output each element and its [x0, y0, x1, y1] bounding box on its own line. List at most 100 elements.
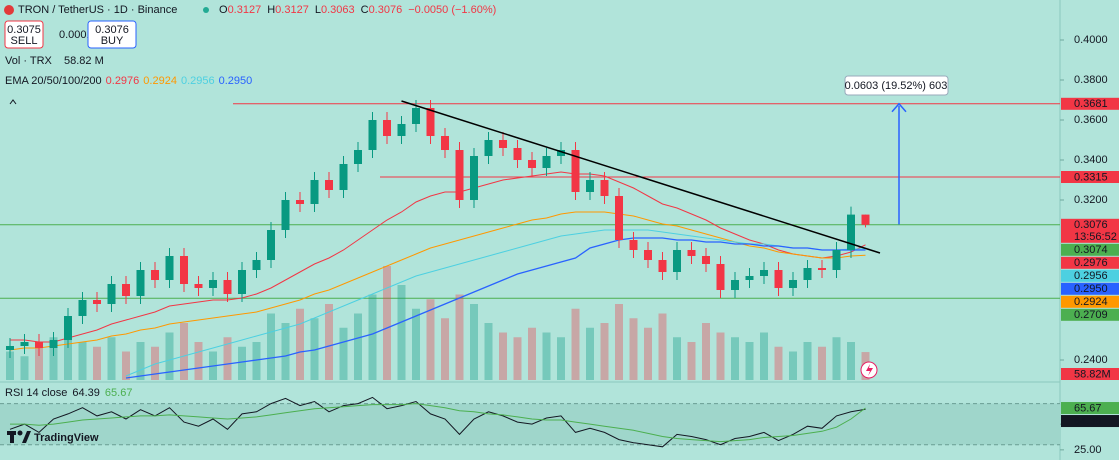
price-badge: [1061, 402, 1119, 415]
sell-label[interactable]: SELL: [11, 35, 38, 47]
sell-price[interactable]: 0.3075: [7, 24, 41, 36]
rsi-pane: [0, 396, 1060, 448]
candle-body: [629, 240, 638, 250]
volume-bar: [528, 327, 536, 380]
candle-body: [267, 230, 275, 260]
candle-body: [383, 120, 391, 136]
volume-bar: [803, 342, 812, 380]
price-badge-label: 0.2709: [1074, 309, 1108, 321]
y-tick-label: 0.3800: [1074, 74, 1108, 86]
price-badge-label: 0.2950: [1074, 283, 1108, 295]
candle-body: [571, 150, 580, 192]
price-badge: [1061, 415, 1119, 428]
ema-legend: EMA 20/50/100/200 0.2976 0.2924 0.2956 0.295…: [5, 75, 252, 87]
candle-body: [325, 180, 333, 190]
candle-body: [238, 270, 246, 294]
candle-body: [861, 214, 870, 225]
candle-body: [412, 108, 420, 124]
volume-bar: [847, 342, 855, 380]
candle-body: [310, 180, 319, 204]
volume-bar: [35, 346, 43, 380]
measure-label: 0.0603 (19.52%) 603: [845, 80, 948, 92]
volume-bar: [194, 342, 203, 380]
candle-body: [136, 270, 145, 296]
y-tick-label: 0.4000: [1074, 34, 1108, 46]
price-countdown: 13:56:52: [1074, 231, 1117, 243]
price-badge: [1061, 97, 1119, 110]
measure-label-box: [844, 75, 949, 96]
volume-bar: [600, 323, 609, 380]
volume-bar: [687, 342, 696, 380]
candle-body: [760, 270, 768, 276]
price-badge-label: 0.2976: [1074, 257, 1108, 269]
candle-body: [397, 124, 406, 136]
price-badge-label: 65.67: [1074, 402, 1102, 414]
candle-body: [180, 256, 188, 284]
buy-label[interactable]: BUY: [101, 35, 124, 47]
buy-price[interactable]: 0.3076: [95, 24, 129, 36]
candle-body: [426, 108, 435, 136]
candle-body: [78, 300, 87, 316]
candle-body: [470, 156, 478, 200]
candle-body: [528, 160, 536, 168]
trendline: [401, 100, 881, 254]
volume-bar: [629, 318, 638, 380]
volume-bar: [484, 323, 493, 380]
price-badge: [1061, 308, 1119, 321]
buy-button[interactable]: [87, 20, 137, 49]
candle-body: [107, 284, 116, 304]
collapse-chevron[interactable]: [9, 99, 17, 105]
price-badge-label: 0.3315: [1074, 171, 1108, 183]
overlay: TRON / TetherUS · 1D · Binance O0.3127 H0…: [4, 4, 1119, 456]
candle-body: [557, 150, 565, 156]
candle-body: [165, 256, 174, 280]
volume-bar: [397, 285, 406, 380]
ohlc-key: C: [361, 4, 369, 16]
volume-bar: [673, 337, 681, 380]
volume-bar: [122, 351, 130, 380]
status-dot: [203, 7, 209, 13]
candle-body: [64, 316, 72, 340]
volume-bar: [499, 332, 507, 380]
volume-bar: [223, 337, 232, 380]
volume-bar: [267, 313, 275, 380]
ohlc-legend: O0.3127 H0.3127 L0.3063 C0.3076 −0.0050 (−1.…: [219, 4, 496, 16]
candle-body: [803, 268, 812, 280]
ema-legend-label: EMA 20/50/100/200: [5, 75, 102, 87]
price-badge: [1061, 218, 1119, 243]
volume-bar: [165, 332, 174, 380]
rsi-legend-value: 64.39: [72, 387, 100, 399]
rsi-legend: RSI 14 close 64.39 65.67: [5, 387, 132, 399]
candle-body: [644, 250, 652, 260]
candle-body: [818, 268, 826, 270]
ohlc-value: 0.3127: [275, 4, 309, 16]
volume-bar: [789, 351, 797, 380]
volume-bar: [557, 337, 565, 380]
candle-body: [499, 140, 507, 148]
candle-body: [252, 260, 261, 270]
logo-text: TradingView: [34, 432, 99, 444]
ohlc-value: 0.3076: [369, 4, 403, 16]
volume-bar: [78, 342, 87, 380]
ema-line: [125, 237, 866, 379]
candle-body: [586, 180, 594, 192]
volume-bar: [354, 313, 362, 380]
volume-bar: [296, 308, 304, 380]
logo-mark: [17, 430, 23, 436]
ema-line: [125, 229, 866, 377]
volume-bar: [252, 342, 261, 380]
volume-bar: [426, 299, 435, 380]
candle-body: [774, 270, 783, 288]
volume-badge-label: 58.82M: [1074, 368, 1111, 380]
candle-body: [484, 140, 493, 156]
price-badge: [1061, 269, 1119, 282]
sell-button[interactable]: [4, 20, 44, 49]
logo: TradingView: [7, 430, 99, 444]
volume-bar: [412, 308, 420, 380]
ema-line: [9, 211, 866, 351]
volume-bar: [49, 337, 58, 380]
candle-body: [6, 346, 14, 350]
volume-bar: [774, 346, 783, 380]
volume-bar: [93, 346, 101, 380]
